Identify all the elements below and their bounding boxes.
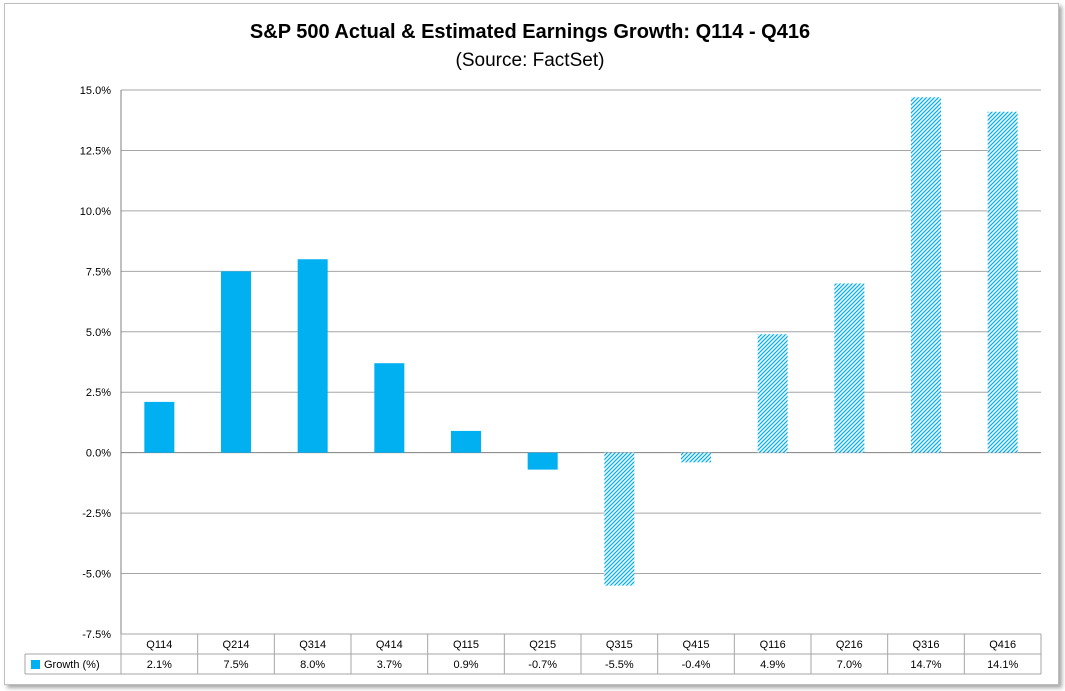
x-tick-label: Q216 [836,639,863,651]
x-tick-label: Q415 [683,639,710,651]
chart-frame [4,3,1059,685]
bars [144,97,1018,586]
x-tick-label: Q114 [146,639,172,651]
data-label: 7.0% [837,659,862,671]
data-label: 14.7% [910,659,941,671]
y-tick-label: 7.5% [86,266,111,278]
chart-subtitle: (Source: FactSet) [456,50,605,71]
chart-title: S&P 500 Actual & Estimated Earnings Grow… [250,21,810,43]
x-tick-label: Q315 [606,639,633,651]
bar-q414 [374,363,405,453]
bar-q315 [604,452,635,586]
bar-q215 [527,452,558,470]
y-tick-label: 12.5% [80,145,111,157]
y-tick-label: 15.0% [80,85,111,97]
y-tick-label: 2.5% [86,387,111,399]
bar-q316 [911,97,941,453]
data-table: Q114 2.1% Q214 7.5% Q314 8.0% Q414 3.7% Q115 0.9%… [24,633,1042,675]
bar-q214 [221,271,251,453]
y-tick-label: 5.0% [86,327,111,339]
data-label: 8.0% [300,659,325,671]
bar-q416 [987,111,1018,453]
x-tick-label: Q416 [989,639,1016,651]
x-tick-label: Q214 [223,639,250,651]
x-tick-label: Q314 [299,639,326,651]
y-tick-label: -5.0% [82,569,111,581]
legend-swatch [31,660,40,669]
gridlines [120,89,1041,635]
data-label: 2.1% [147,659,172,671]
bar-q116 [757,334,788,453]
y-tick-label: 0.0% [86,448,111,460]
x-tick-label: Q215 [529,639,556,651]
bar-q314 [297,259,328,453]
bar-q216 [834,283,865,453]
y-tick-label: -7.5% [82,629,111,641]
y-axis: 15.0% 12.5% 10.0% 7.5% 5.0% 2.5% 0.0% -2.5% -5.0… [80,85,111,641]
y-tick-label: 10.0% [80,206,111,218]
bar-q114 [144,401,175,453]
data-label: -0.4% [682,659,711,671]
bar-q115 [451,430,481,453]
x-tick-label: Q316 [913,639,940,651]
data-label: -5.5% [605,659,634,671]
data-label: 4.9% [760,659,785,671]
y-tick-label: -2.5% [82,508,111,520]
data-label: 3.7% [377,659,402,671]
data-label: 0.9% [453,659,478,671]
data-label: 14.1% [987,659,1018,671]
x-tick-label: Q115 [453,639,479,651]
data-label: -0.7% [528,659,557,671]
data-label: 7.5% [223,659,248,671]
x-tick-label: Q414 [376,639,403,651]
legend-label: Growth (%) [44,659,100,671]
bar-q415 [681,452,711,463]
x-tick-label: Q116 [760,639,786,651]
